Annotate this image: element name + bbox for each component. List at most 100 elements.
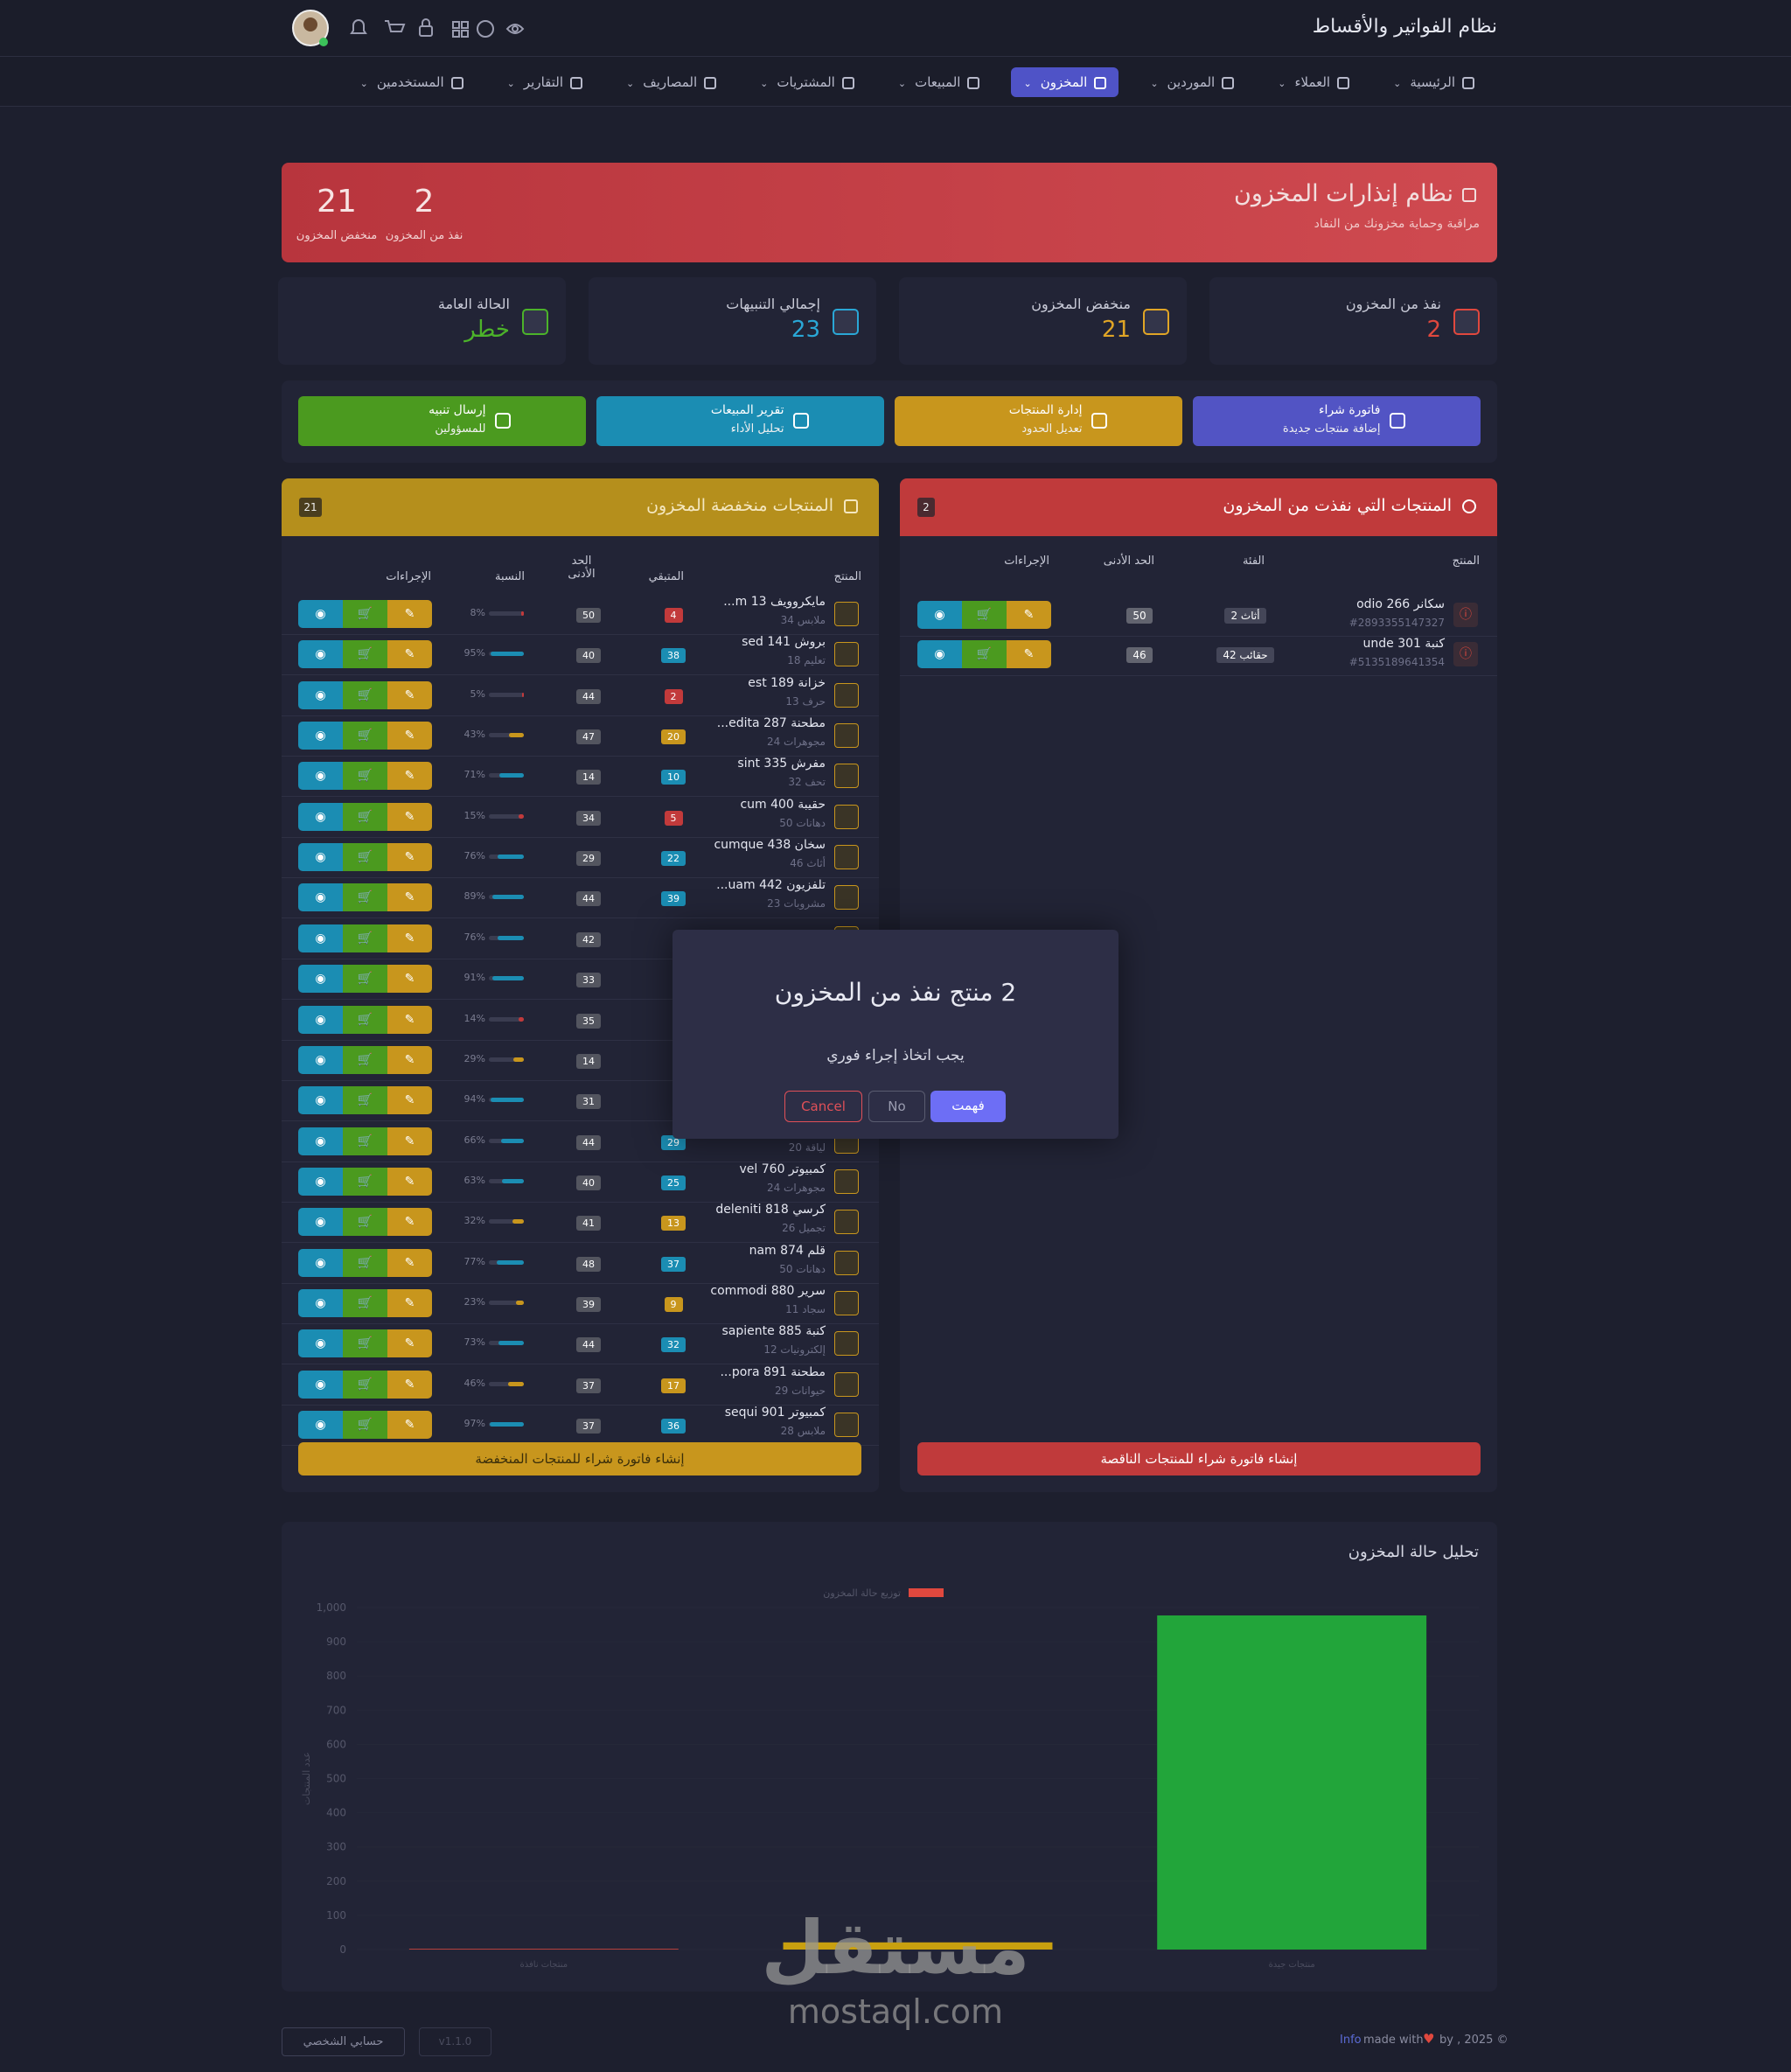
row-action[interactable]: ◉ [298, 1167, 343, 1196]
nav-item[interactable]: العملاء ⌄ [1265, 67, 1362, 97]
row-action[interactable]: 🛒 [343, 680, 387, 709]
row-action[interactable]: ◉ [298, 722, 343, 750]
row-action[interactable]: ✎ [387, 722, 432, 750]
row-action[interactable]: ◉ [298, 965, 343, 994]
min-badge-box: 46 [1126, 647, 1153, 663]
nav-item[interactable]: المصاريف ⌄ [614, 67, 728, 97]
row-action[interactable]: ✎ [387, 1329, 432, 1358]
row-action[interactable]: ✎ [387, 965, 432, 994]
action-button[interactable] [895, 396, 1182, 446]
row-action[interactable]: ✎ [387, 1005, 432, 1034]
product-name: كرسي 818 deleniti [715, 1203, 826, 1217]
row-action[interactable]: ◉ [298, 843, 343, 872]
row-action[interactable]: ✎ [387, 883, 432, 912]
row-action[interactable]: ◉ [298, 680, 343, 709]
action-button[interactable] [596, 396, 884, 446]
row-action[interactable]: ◉ [298, 1329, 343, 1358]
panel-button[interactable]: إنشاء فاتورة شراء للمنتجات المنخفضة [298, 1442, 861, 1476]
row-action[interactable]: 🛒 [343, 965, 387, 994]
min-badge: 40 [554, 645, 624, 664]
row-action[interactable]: ✎ [387, 762, 432, 791]
row-action[interactable]: ◉ [298, 1248, 343, 1277]
row-action[interactable]: 🛒 [343, 1411, 387, 1439]
row-action[interactable]: ◉ [298, 883, 343, 912]
row-action[interactable]: ✎ [387, 1288, 432, 1317]
row-action[interactable]: ◉ [298, 1370, 343, 1399]
nav-item[interactable]: المستخدمين ⌄ [348, 67, 476, 97]
row-action[interactable]: ✎ [387, 1086, 432, 1115]
row-action[interactable]: 🛒 [343, 1248, 387, 1277]
row-action[interactable]: ✎ [387, 1167, 432, 1196]
row-action[interactable]: ✎ [387, 680, 432, 709]
row-action[interactable]: ◉ [298, 640, 343, 669]
row-action[interactable]: ✎ [387, 924, 432, 952]
row-action[interactable]: 🛒 [343, 722, 387, 750]
row-action[interactable]: 🛒 [962, 640, 1007, 668]
row-action[interactable]: 🛒 [343, 883, 387, 912]
row-action[interactable]: 🛒 [343, 1370, 387, 1399]
row-action[interactable]: ◉ [298, 924, 343, 952]
row-action[interactable]: ◉ [298, 802, 343, 831]
nav-item[interactable]: الرئيسية ⌄ [1381, 67, 1487, 97]
row-action[interactable]: ◉ [917, 640, 962, 668]
nav-item[interactable]: المخزون ⌄ [1011, 67, 1119, 97]
column-header: الفئة [1242, 555, 1265, 568]
row-action[interactable]: ✎ [387, 1411, 432, 1439]
row-action[interactable]: 🛒 [343, 1045, 387, 1074]
row-action[interactable]: 🛒 [962, 601, 1007, 629]
nav-item[interactable]: المبيعات ⌄ [886, 67, 993, 97]
row-action[interactable]: ✎ [387, 640, 432, 669]
row-action[interactable]: ✎ [387, 1370, 432, 1399]
row-action[interactable]: ✎ [1007, 640, 1051, 668]
row-action[interactable]: ✎ [387, 802, 432, 831]
row-action[interactable]: 🛒 [343, 924, 387, 952]
row-action[interactable]: ✎ [387, 1248, 432, 1277]
nav-item[interactable]: التقارير ⌄ [495, 67, 595, 97]
modal-button[interactable]: No [868, 1091, 925, 1122]
row-action[interactable]: ✎ [1007, 601, 1051, 629]
account-button[interactable]: حسابي الشخصي [282, 2027, 405, 2056]
action-title: تقرير المبيعات [710, 403, 784, 417]
row-action[interactable]: ◉ [298, 1127, 343, 1155]
row-action[interactable]: ✎ [387, 600, 432, 628]
row-action[interactable]: 🛒 [343, 843, 387, 872]
row-action[interactable]: ◉ [298, 1208, 343, 1237]
action-button[interactable] [1193, 396, 1481, 446]
row-action[interactable]: 🛒 [343, 1288, 387, 1317]
row-action[interactable]: ◉ [298, 1288, 343, 1317]
action-button[interactable] [298, 396, 586, 446]
row-action[interactable]: 🛒 [343, 1329, 387, 1358]
product-name: كنبة 301 unde [1362, 637, 1445, 651]
row-action[interactable]: ◉ [298, 1411, 343, 1439]
modal-button[interactable]: فهمت [930, 1091, 1006, 1122]
nav-item[interactable]: المشتريات ⌄ [748, 67, 867, 97]
row-action[interactable]: ✎ [387, 1045, 432, 1074]
row-action[interactable]: ✎ [387, 1208, 432, 1237]
row-action[interactable]: ✎ [387, 843, 432, 872]
row-action[interactable]: 🛒 [343, 802, 387, 831]
row-action[interactable]: ◉ [298, 600, 343, 628]
row-action[interactable]: 🛒 [343, 600, 387, 628]
panel-button[interactable]: إنشاء فاتورة شراء للمنتجات الناقصة [917, 1442, 1481, 1476]
row-action[interactable]: 🛒 [343, 1208, 387, 1237]
row-action[interactable]: ◉ [298, 762, 343, 791]
product-name: كمبيوتر 760 vel [739, 1162, 826, 1176]
ratio-label: 14% [463, 1012, 485, 1024]
row-action[interactable]: 🛒 [343, 1127, 387, 1155]
row-action[interactable]: ✎ [387, 1127, 432, 1155]
row-action[interactable]: 🛒 [343, 1167, 387, 1196]
modal-button[interactable]: Cancel [784, 1091, 862, 1122]
action-title: فاتورة شراء [1318, 403, 1381, 417]
product-category: سجاد 11 [785, 1302, 826, 1315]
row-action[interactable]: 🛒 [343, 762, 387, 791]
row-action[interactable]: 🛒 [343, 1086, 387, 1115]
ratio-track [489, 1016, 524, 1022]
row-action[interactable]: ◉ [298, 1086, 343, 1115]
row-action[interactable]: 🛒 [343, 1005, 387, 1034]
row-action[interactable]: 🛒 [343, 640, 387, 669]
nav-item[interactable]: الموردين ⌄ [1138, 67, 1246, 97]
row-action[interactable]: ◉ [298, 1005, 343, 1034]
row-action[interactable]: ◉ [917, 601, 962, 629]
row-action[interactable]: ◉ [298, 1045, 343, 1074]
ratio-label: 95% [463, 647, 485, 659]
